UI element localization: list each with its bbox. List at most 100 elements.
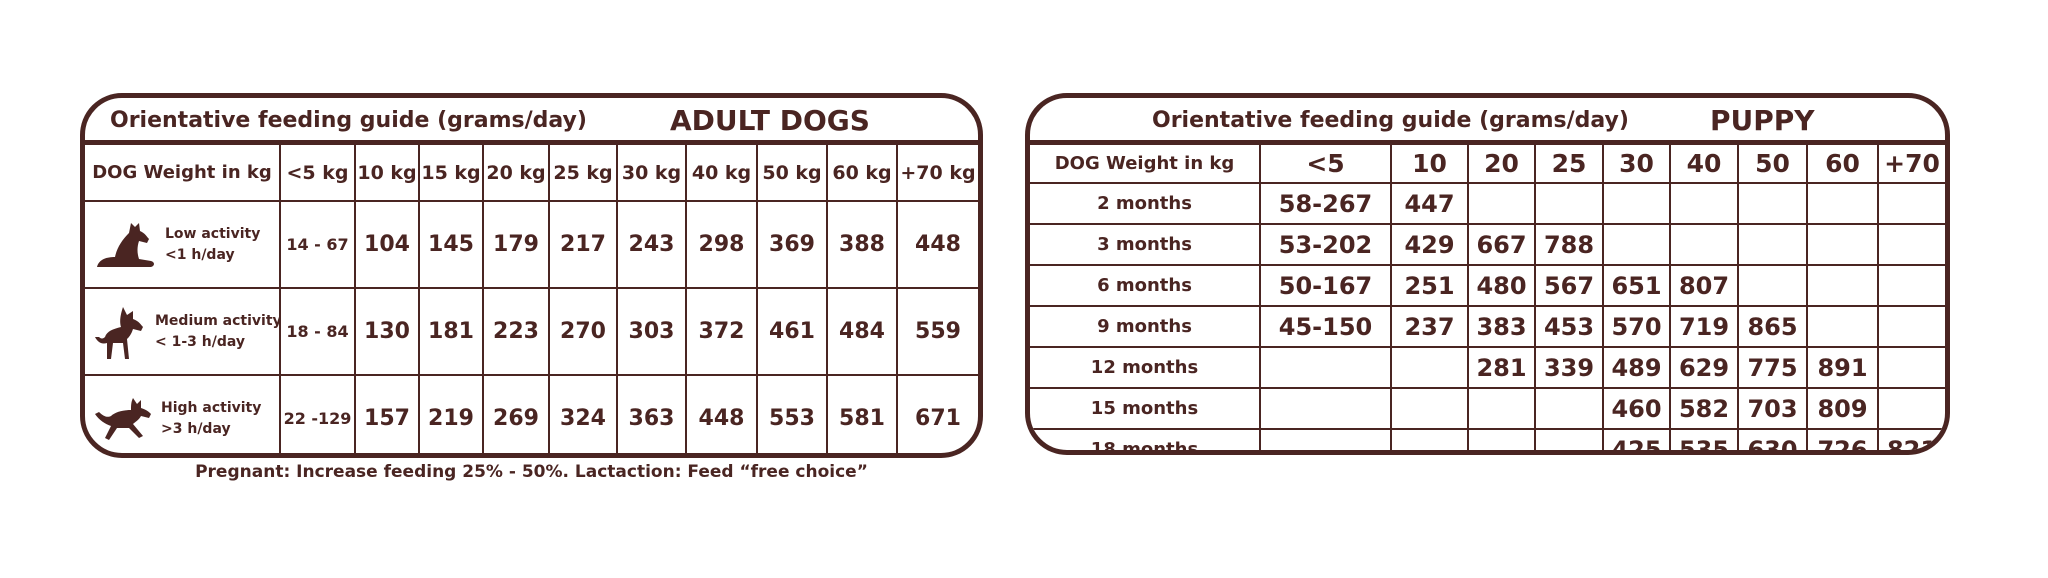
value-cell: 281 xyxy=(1467,346,1536,389)
adult-row-low-activity: Low activity <1 h/day 14 - 67 104 145 17… xyxy=(85,200,978,289)
value-cell: 18 - 84 xyxy=(279,287,356,376)
activity-cell: Low activity <1 h/day xyxy=(85,200,281,289)
value-cell: 179 xyxy=(482,200,550,289)
puppy-col-header: 10 xyxy=(1390,145,1469,184)
value-cell: 460 xyxy=(1602,387,1671,430)
adult-subtitle: Orientative feeding guide (grams/day) xyxy=(110,108,587,133)
value-cell: 429 xyxy=(1390,223,1469,266)
value-cell: 447 xyxy=(1390,182,1469,225)
value-cell xyxy=(1390,346,1469,389)
adult-col-header: 20 kg xyxy=(482,145,550,202)
value-cell: 251 xyxy=(1390,264,1469,307)
activity-label: Medium activity xyxy=(155,312,280,329)
value-cell xyxy=(1877,387,1945,430)
value-cell xyxy=(1806,223,1879,266)
activity-label: Low activity xyxy=(165,225,261,242)
age-cell: 2 months xyxy=(1030,182,1261,225)
puppy-row: 15 months 460 582 703 809 xyxy=(1030,387,1945,430)
value-cell: 553 xyxy=(756,374,828,453)
adult-col-header: 50 kg xyxy=(756,145,828,202)
value-cell: 324 xyxy=(548,374,618,453)
adult-col-header: +70 kg xyxy=(896,145,978,202)
value-cell: 667 xyxy=(1467,223,1536,266)
adult-col-header: 10 kg xyxy=(354,145,420,202)
pregnancy-note: Pregnant: Increase feeding 25% - 50%. La… xyxy=(195,462,868,482)
value-cell: 567 xyxy=(1534,264,1604,307)
value-cell: 582 xyxy=(1669,387,1739,430)
value-cell xyxy=(1877,264,1945,307)
value-cell: 535 xyxy=(1669,428,1739,450)
puppy-row: 9 months 45-150 237 383 453 570 719 865 xyxy=(1030,305,1945,348)
value-cell xyxy=(1877,346,1945,389)
value-cell: 726 xyxy=(1806,428,1879,450)
puppy-header-row: DOG Weight in kg <5 10 20 25 30 40 50 60… xyxy=(1030,145,1945,184)
value-cell xyxy=(1602,182,1671,225)
age-cell: 18 months xyxy=(1030,428,1261,450)
value-cell: 219 xyxy=(418,374,484,453)
value-cell: 339 xyxy=(1534,346,1604,389)
activity-label: High activity xyxy=(161,399,262,416)
puppy-col-header: 25 xyxy=(1534,145,1604,184)
value-cell: 157 xyxy=(354,374,420,453)
value-cell xyxy=(1534,182,1604,225)
adult-col-header: 25 kg xyxy=(548,145,618,202)
value-cell: 821 xyxy=(1877,428,1945,450)
puppy-col-header: 40 xyxy=(1669,145,1739,184)
value-cell xyxy=(1877,182,1945,225)
lying-dog-icon xyxy=(97,222,154,267)
value-cell xyxy=(1737,223,1808,266)
adult-col-header: <5 kg xyxy=(279,145,356,202)
value-cell: 237 xyxy=(1390,305,1469,348)
value-cell: 269 xyxy=(482,374,550,453)
value-cell: 703 xyxy=(1737,387,1808,430)
value-cell xyxy=(1737,264,1808,307)
puppy-col-header: <5 xyxy=(1259,145,1392,184)
value-cell xyxy=(1259,387,1392,430)
value-cell: 53-202 xyxy=(1259,223,1392,266)
value-cell xyxy=(1669,182,1739,225)
value-cell xyxy=(1534,387,1604,430)
puppy-row: 3 months 53-202 429 667 788 xyxy=(1030,223,1945,266)
value-cell: 425 xyxy=(1602,428,1671,450)
value-cell: 22 -129 xyxy=(279,374,356,453)
value-cell: 788 xyxy=(1534,223,1604,266)
adult-weight-label: DOG Weight in kg xyxy=(85,145,281,202)
puppy-title: PUPPY xyxy=(1710,104,1815,137)
value-cell: 775 xyxy=(1737,346,1808,389)
value-cell: 570 xyxy=(1602,305,1671,348)
value-cell: 50-167 xyxy=(1259,264,1392,307)
value-cell xyxy=(1390,387,1469,430)
value-cell: 14 - 67 xyxy=(279,200,356,289)
adult-dogs-panel: Orientative feeding guide (grams/day) AD… xyxy=(80,93,983,458)
value-cell: 448 xyxy=(896,200,978,289)
adult-row-high-activity: High activity >3 h/day 22 -129 157 219 2… xyxy=(85,374,978,453)
puppy-weight-label: DOG Weight in kg xyxy=(1030,145,1261,184)
puppy-col-header: 30 xyxy=(1602,145,1671,184)
adult-header-row: DOG Weight in kg <5 kg 10 kg 15 kg 20 kg… xyxy=(85,145,978,202)
value-cell: 651 xyxy=(1602,264,1671,307)
value-cell: 671 xyxy=(896,374,978,453)
value-cell xyxy=(1806,182,1879,225)
value-cell: 298 xyxy=(685,200,758,289)
value-cell: 891 xyxy=(1806,346,1879,389)
adult-col-header: 15 kg xyxy=(418,145,484,202)
value-cell: 484 xyxy=(826,287,898,376)
value-cell xyxy=(1806,305,1879,348)
adult-col-header: 60 kg xyxy=(826,145,898,202)
value-cell: 489 xyxy=(1602,346,1671,389)
puppy-feeding-table: DOG Weight in kg <5 10 20 25 30 40 50 60… xyxy=(1030,145,1945,450)
adult-row-medium-activity: Medium activity < 1-3 h/day 18 - 84 130 … xyxy=(85,287,978,376)
value-cell: 865 xyxy=(1737,305,1808,348)
adult-title: ADULT DOGS xyxy=(670,104,870,137)
value-cell: 243 xyxy=(616,200,687,289)
age-cell: 3 months xyxy=(1030,223,1261,266)
age-cell: 6 months xyxy=(1030,264,1261,307)
activity-cell: High activity >3 h/day xyxy=(85,374,281,453)
puppy-row: 18 months 425 535 630 726 821 xyxy=(1030,428,1945,450)
value-cell: 581 xyxy=(826,374,898,453)
value-cell xyxy=(1737,182,1808,225)
puppy-row: 6 months 50-167 251 480 567 651 807 xyxy=(1030,264,1945,307)
value-cell xyxy=(1534,428,1604,450)
value-cell xyxy=(1669,223,1739,266)
value-cell: 130 xyxy=(354,287,420,376)
